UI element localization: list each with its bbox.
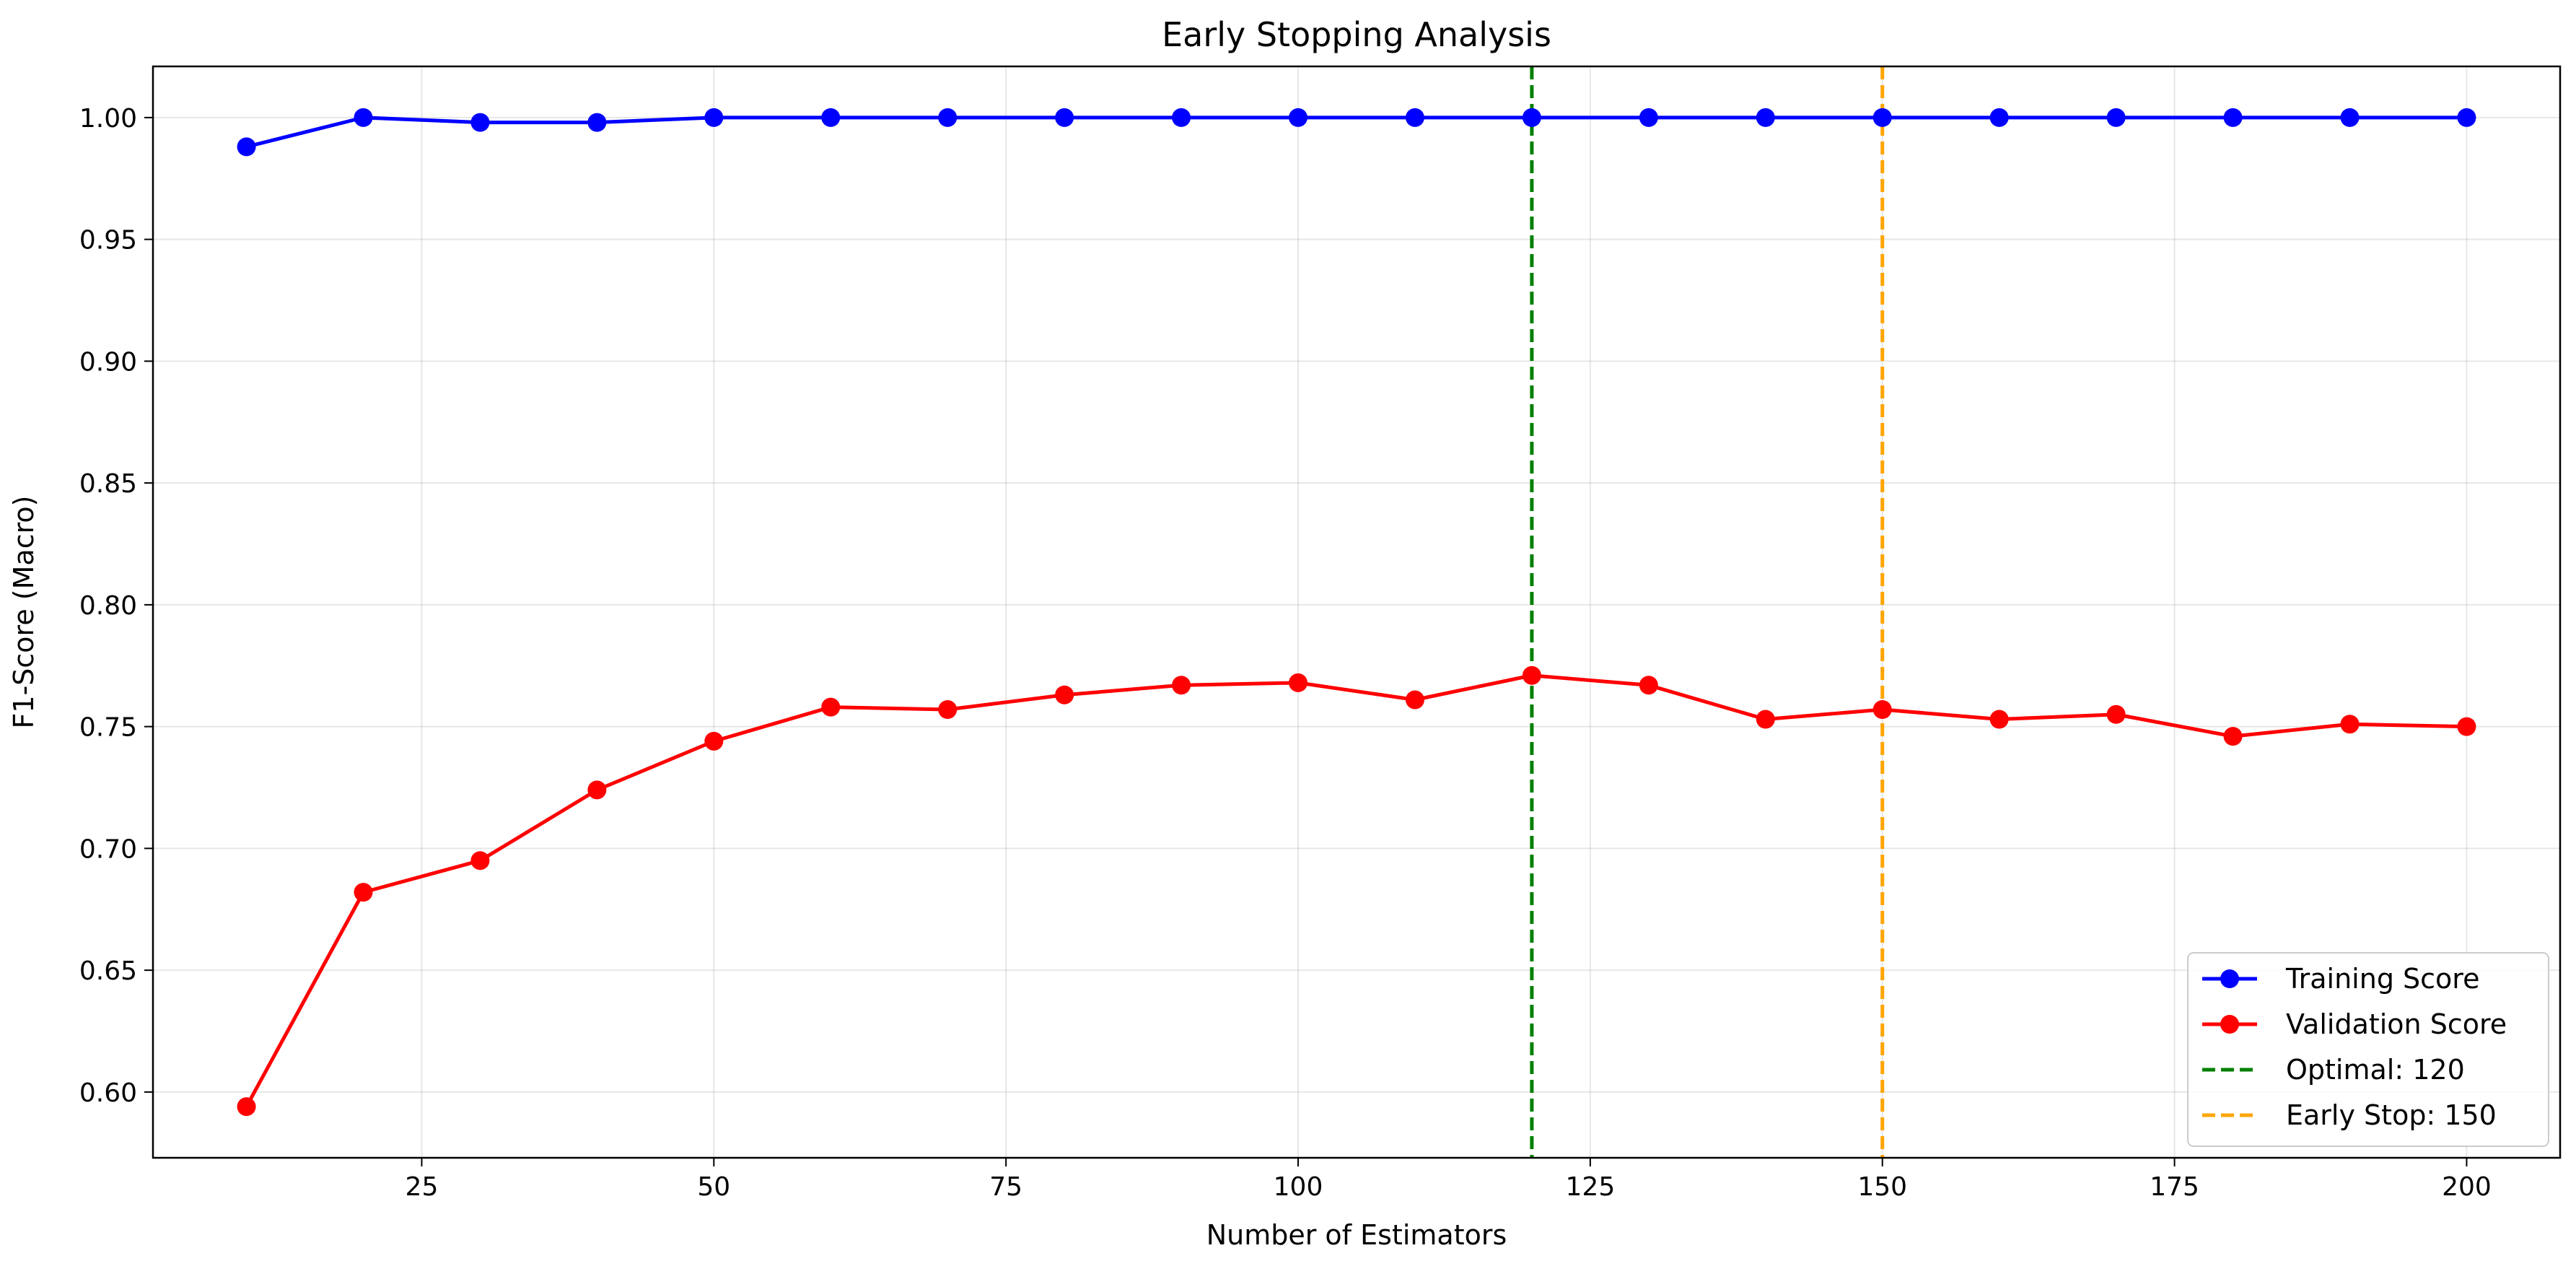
data-point [1639,108,1658,127]
data-point [704,731,724,751]
data-point [821,108,841,127]
data-point [2340,108,2360,127]
data-point [1639,676,1658,695]
legend-item: Training Score [2202,963,2479,995]
data-point [1872,108,1892,127]
x-tick-label: 200 [2442,1172,2492,1202]
legend-label: Validation Score [2286,1008,2507,1040]
data-point [1172,676,1191,695]
x-tick-label: 75 [989,1172,1022,1202]
x-tick-label: 150 [1857,1172,1907,1202]
series-line [245,673,2467,1108]
grid [153,66,2560,1158]
y-tick-label: 0.75 [79,713,137,743]
legend-label: Early Stop: 150 [2286,1099,2497,1131]
legend-marker-swatch [2220,969,2239,988]
plot-frame [152,65,2562,1159]
y-tick-label: 0.95 [79,226,137,256]
legend-label: Optimal: 120 [2286,1054,2465,1086]
data-point [2223,108,2243,127]
data-point [938,108,958,127]
data-point [1055,685,1074,704]
legend: Training Score Validation Score Optimal: 1… [2187,952,2549,1147]
data-point [1989,710,2009,729]
data-point [2340,715,2360,734]
data-point [1172,108,1191,127]
x-tick-label: 25 [406,1172,439,1202]
y-tick-label: 0.65 [79,956,137,986]
x-tick-label: 100 [1274,1172,1323,1202]
y-tick-label: 0.85 [79,469,137,499]
series-validation [237,666,2476,1117]
data-point [2106,704,2126,724]
data-point [1756,108,1775,127]
legend-item: Optimal: 120 [2202,1054,2465,1086]
data-point [1989,108,2009,127]
data-point [354,883,373,902]
series-line [245,115,2467,149]
data-point [587,780,607,800]
data-point [938,700,958,719]
data-point [821,697,841,717]
x-tick-label: 175 [2150,1172,2199,1202]
y-tick-label: 0.90 [79,347,137,377]
axis-ticks: 25 50 75 100 125 150 175 200 0.60 0.65 0.70 0.75 0.8… [79,104,2492,1202]
y-axis-label: F1-Score (Macro) [8,496,40,729]
y-tick-label: 0.70 [79,834,137,864]
data-point [1289,108,1308,127]
x-axis-label: Number of Estimators [1206,1219,1507,1251]
legend-box [2187,952,2549,1147]
series-training [237,108,2476,157]
x-tick-label: 50 [697,1172,730,1202]
legend-item: Validation Score [2202,1008,2507,1040]
data-point [1405,690,1424,710]
data-point [1522,108,1541,127]
data-point [1055,108,1074,127]
data-point [470,851,490,871]
legend-marker-swatch [2220,1015,2239,1034]
data-point [1289,673,1308,692]
data-point [1872,700,1892,719]
y-tick-label: 1.00 [79,104,137,134]
x-tick-label: 125 [1566,1172,1616,1202]
chart-title: Early Stopping Analysis [1162,15,1551,54]
reference-lines [1530,66,1885,1158]
data-point [2223,727,2243,746]
series [237,108,2476,1117]
legend-item: Early Stop: 150 [2202,1099,2497,1131]
data-point [354,108,373,127]
y-tick-label: 0.80 [79,591,137,621]
legend-label: Training Score [2285,963,2479,995]
data-point [1405,108,1424,127]
data-point [2106,108,2126,127]
data-point [587,113,607,132]
data-point [1522,666,1541,685]
data-point [704,108,724,127]
data-point [1756,710,1775,729]
data-point [237,1097,256,1117]
y-tick-label: 0.60 [79,1078,137,1108]
data-point [470,113,490,132]
data-point [2457,717,2476,736]
data-point [2457,108,2476,127]
data-point [237,137,256,157]
